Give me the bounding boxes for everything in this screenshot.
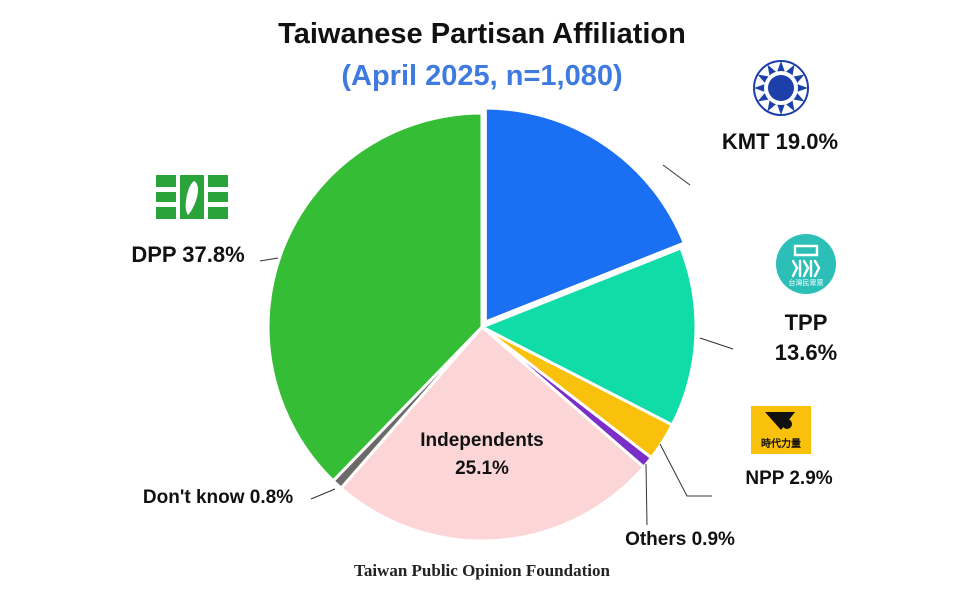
chart-subtitle: (April 2025, n=1,080) [341, 60, 623, 92]
label-npp: NPP 2.9% [745, 468, 832, 489]
kmt-sun-emblem-icon [753, 60, 809, 116]
label-independents-value: 25.1% [455, 458, 509, 479]
dpp-flag-icon [156, 175, 228, 219]
kmt-sun-ray [776, 103, 786, 115]
label-others: Others 0.9% [625, 529, 735, 550]
npp-logo-text: 時代力量 [761, 437, 801, 450]
label-tpp-value: 13.6% [775, 340, 837, 365]
pie-slice-dpp [266, 111, 484, 483]
pie-slices [266, 106, 698, 543]
label-dont-know: Don't know 0.8% [143, 487, 293, 508]
label-kmt: KMT 19.0% [722, 129, 838, 154]
leader-dont-know [310, 488, 336, 500]
label-independents-name: Independents [420, 430, 544, 451]
leader-dpp [259, 257, 279, 262]
chart-title: Taiwanese Partisan Affiliation [278, 18, 686, 50]
leader-others [645, 463, 648, 526]
leader-lines [259, 164, 734, 526]
source-caption: Taiwan Public Opinion Foundation [354, 561, 610, 580]
kmt-sun-ray [796, 83, 808, 93]
pie-slice-kmt [483, 106, 687, 325]
leader-tpp [699, 337, 734, 350]
tpp-party-logo-icon: 台灣民眾黨 [776, 234, 836, 294]
kmt-sun-ray [776, 61, 786, 73]
label-dpp: DPP 37.8% [131, 242, 244, 267]
kmt-sun-ring [753, 60, 809, 116]
label-tpp-name: TPP [785, 310, 828, 335]
pie-slice-independents [338, 324, 646, 543]
tpp-logo-text: 台灣民眾黨 [789, 278, 824, 287]
npp-party-logo-icon: 時代力量 [751, 406, 811, 454]
leader-npp [659, 443, 712, 497]
kmt-sun-ray [754, 83, 766, 93]
leader-kmt [662, 164, 691, 186]
pie-slice-tpp [478, 246, 698, 427]
